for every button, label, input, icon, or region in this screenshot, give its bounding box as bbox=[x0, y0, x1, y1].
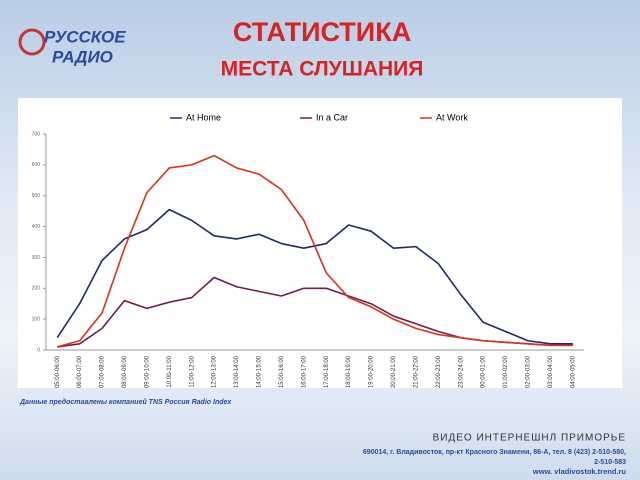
x-tick-label: 15:00-16:00 bbox=[279, 355, 285, 388]
x-tick-label: 18:00-19:00 bbox=[346, 355, 352, 388]
source-note: Данные предоставлены компанией TNS Росси… bbox=[19, 398, 232, 406]
logo: РУССКОЕ РАДИО bbox=[18, 27, 126, 66]
x-tick-label: 01:00-02:00 bbox=[503, 355, 509, 388]
chart-panel bbox=[18, 98, 622, 388]
x-tick-label: 21:00-22:00 bbox=[413, 355, 419, 388]
y-tick-label: 600 bbox=[32, 162, 41, 168]
title: СТАТИСТИКА bbox=[233, 17, 411, 47]
x-tick-label: 07:00-08:00 bbox=[100, 355, 106, 388]
x-tick-label: 02:00-03:00 bbox=[526, 355, 532, 388]
logo-icon bbox=[18, 28, 46, 56]
x-tick-label: 16:00-17:00 bbox=[301, 355, 307, 388]
x-tick-label: 12:00-13:00 bbox=[212, 355, 218, 388]
x-tick-label: 09:00-10:00 bbox=[144, 355, 150, 388]
x-tick-label: 11:00-12:00 bbox=[189, 355, 195, 387]
x-tick-label: 04:00-05:00 bbox=[570, 355, 576, 388]
y-tick-label: 400 bbox=[32, 224, 41, 230]
y-tick-label: 300 bbox=[32, 255, 41, 261]
company-name: ВИДЕО ИНТЕРНЕШНЛ ПРИМОРЬЕ bbox=[433, 433, 626, 444]
legend-label: At Home bbox=[186, 112, 221, 122]
x-tick-label: 14:00-15:00 bbox=[257, 355, 263, 388]
x-tick-label: 20:00-21:00 bbox=[391, 355, 397, 388]
y-tick-label: 100 bbox=[32, 316, 41, 322]
logo-text: РУССКОЕ bbox=[44, 27, 126, 46]
subtitle: МЕСТА СЛУШАНИЯ bbox=[221, 58, 424, 81]
y-tick-label: 0 bbox=[37, 347, 40, 353]
legend-label: In a Car bbox=[316, 112, 348, 122]
series-line bbox=[56, 154, 573, 348]
x-tick-label: 22:00-23:00 bbox=[436, 355, 442, 388]
x-tick-label: 00:00-01:00 bbox=[481, 355, 487, 388]
y-tick-label: 700 bbox=[32, 131, 41, 137]
x-tick-label: 05:00-06:00 bbox=[55, 355, 61, 388]
x-tick-label: 10:00-11:00 bbox=[167, 355, 173, 387]
x-tick-label: 06:00-07:00 bbox=[77, 355, 83, 388]
logo-text: РАДИО bbox=[52, 47, 113, 66]
address: 2-510-583 bbox=[594, 459, 626, 466]
x-tick-label: 03:00-04:00 bbox=[548, 355, 554, 388]
address: 690014, г. Владивосток, пр-кт Красного З… bbox=[363, 449, 626, 456]
website: www. vladivostok.trend.ru bbox=[532, 467, 626, 476]
y-tick-label: 200 bbox=[32, 286, 41, 292]
x-tick-label: 08:00-09:00 bbox=[122, 355, 128, 388]
legend-label: At Work bbox=[436, 112, 468, 122]
x-tick-label: 13:00-14:00 bbox=[234, 355, 240, 388]
y-tick-label: 500 bbox=[32, 193, 41, 199]
x-tick-label: 17:00-18:00 bbox=[324, 355, 330, 388]
x-tick-label: 23:00-24:00 bbox=[458, 355, 464, 388]
x-tick-label: 19:00-20:00 bbox=[369, 355, 375, 388]
